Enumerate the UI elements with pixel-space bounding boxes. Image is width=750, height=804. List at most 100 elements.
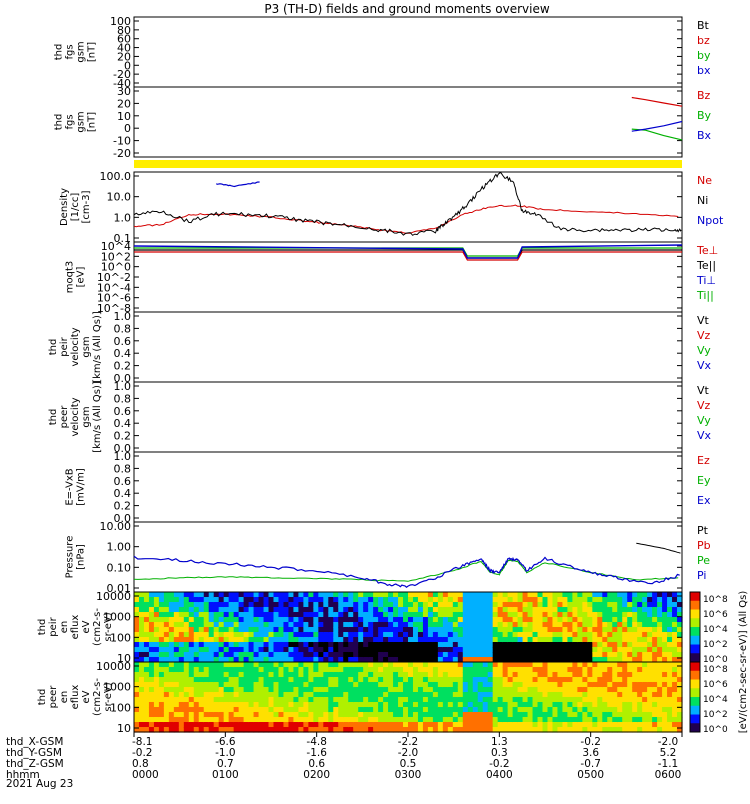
y-tick-label: 100 xyxy=(110,15,131,28)
y-label-line: [nT] xyxy=(87,42,98,62)
ephemeris-value: -1.6 xyxy=(306,747,327,759)
y-tick-label: 0 xyxy=(124,59,131,72)
y-label-line: [km/s (All Qs)] xyxy=(92,311,103,383)
y-label-line: [nT] xyxy=(87,112,98,132)
y-tick-label: 20 xyxy=(117,97,131,110)
y-label-line: velocity xyxy=(70,327,81,366)
y-label-line: [nPa] xyxy=(76,544,87,570)
spectrogram-cells xyxy=(134,662,683,733)
spectrogram-cells xyxy=(134,592,683,663)
panel-y-label: E=-VxB[mV/m] xyxy=(65,468,87,506)
legend-item: Te⊥ xyxy=(696,244,718,257)
panel-legend: Vt Vz Vy Vx xyxy=(697,384,712,442)
y-tick-label: -40 xyxy=(113,77,131,90)
colorbar-label: [eV/(cm2-sec-sr-eV)] (All Qs) xyxy=(738,591,749,734)
panel-y-label: thdpeerenefluxeV(cm2-s-sr-eV) xyxy=(37,678,114,716)
y-label-line: (cm2-s- xyxy=(92,678,103,716)
colorbar-tick-label: 10^0 xyxy=(703,655,728,665)
y-tick-label: 0.4 xyxy=(114,417,132,430)
y-label-line: sr-eV) xyxy=(103,612,114,641)
y-tick-label: 1000 xyxy=(103,611,131,624)
panel-y-label: Density[1/cc][cm-3] xyxy=(59,188,92,226)
legend-item: Ni xyxy=(697,194,708,207)
series-ni xyxy=(133,171,682,236)
y-label-line: moqt3 xyxy=(65,261,76,294)
quality-flag-bar xyxy=(134,160,682,168)
y-label-line: [km/s (All Qs)] xyxy=(92,381,103,453)
legend-item: Ti|| xyxy=(696,289,714,302)
legend-item: Bt xyxy=(697,19,710,32)
legend-item: Pb xyxy=(697,539,711,552)
y-label-line: [cm-3] xyxy=(81,190,92,223)
y-label-line: Density xyxy=(59,188,70,226)
panel-legend: Ez Ey Ex xyxy=(697,454,711,507)
y-label-line: [eV] xyxy=(76,267,87,288)
y-label-line: eflux xyxy=(70,615,81,640)
y-tick-label: 1.0 xyxy=(114,380,132,393)
panel-ion_spec: 10000100010010thdpeirenefluxeV(cm2-s-sr-… xyxy=(37,590,683,665)
y-tick-label: 0.8 xyxy=(114,392,132,405)
y-tick-labels: 100.0 10.0 1.0 0.1 xyxy=(100,170,682,245)
legend-item: Ez xyxy=(697,454,710,467)
series-ne xyxy=(133,204,679,234)
y-label-line: thd xyxy=(54,114,65,131)
y-label-line: thd xyxy=(48,339,59,356)
ephemeris-value: 0.8 xyxy=(132,758,149,770)
y-tick-label: 10 xyxy=(117,652,131,665)
panels-layer: 100806040200-20-40thdfgsgsm[nT]Btbzbybx3… xyxy=(37,15,749,735)
panel-y-label: thdpeirenefluxeV(cm2-s-sr-eV) xyxy=(37,608,114,646)
y-tick-label: -20 xyxy=(113,68,131,81)
ephemeris-value: -2.0 xyxy=(658,736,679,748)
panel-legend: Bt bz by bx xyxy=(697,19,711,77)
y-label-line: (cm2-s- xyxy=(92,608,103,646)
y-tick-labels: 1.00.80.60.40.20.0 xyxy=(114,310,682,385)
y-label-line: eflux xyxy=(70,685,81,710)
y-label-line: sr-eV) xyxy=(103,682,114,711)
y-tick-label: 0.4 xyxy=(114,487,132,500)
ephemeris-value: -2.2 xyxy=(398,736,419,748)
y-tick-label: 1000 xyxy=(103,681,131,694)
panel-y-label: thdpeervelocitygsm[km/s (All Qs)] xyxy=(48,381,103,453)
panel-frame xyxy=(133,311,683,383)
panel-temp: 10^410^210^010^-210^-410^-610^-8 moqt3[eV… xyxy=(65,240,719,315)
y-tick-label: 20 xyxy=(117,50,131,63)
colorbar: 10^8 10^6 10^4 10^2 10^0 xyxy=(689,661,728,735)
legend-item: By xyxy=(697,109,712,122)
date-label: 2021 Aug 23 xyxy=(6,778,73,790)
ephemeris-row-label: thd_Z-GSM xyxy=(6,758,64,770)
colorbar-tick-label: 10^6 xyxy=(703,610,728,620)
series-bx xyxy=(631,120,683,132)
panel-legend: Bz By Bx xyxy=(697,89,712,142)
y-label-line: velocity xyxy=(70,397,81,436)
legend-item: Bz xyxy=(697,89,711,102)
y-label-line: thd xyxy=(54,44,65,61)
y-tick-label: -10 xyxy=(113,135,131,148)
legend-item: Ex xyxy=(697,494,711,507)
panel-legend: Vt Vz Vy Vx xyxy=(697,314,712,372)
y-tick-label: 10^-2 xyxy=(97,271,131,284)
colorbar: 10^8 10^6 10^4 10^2 10^0 xyxy=(689,591,728,665)
y-label-line: thd xyxy=(48,409,59,426)
y-tick-label: 100 xyxy=(110,631,131,644)
y-label-line: Pressure xyxy=(65,536,76,579)
y-tick-label: 0.2 xyxy=(114,430,132,443)
y-label-line: peir xyxy=(48,616,59,636)
panel-frame xyxy=(133,451,683,523)
legend-item: by xyxy=(697,49,711,62)
legend-item: bx xyxy=(697,64,711,77)
ephemeris-row-label: hhmm xyxy=(6,769,40,781)
colorbar-tick-label: 10^8 xyxy=(703,665,728,675)
colorbar-tick-label: 10^8 xyxy=(703,595,728,605)
temperature-series xyxy=(134,251,682,261)
panel-efield: 1.00.80.60.40.20.0 E=-VxB[mV/m] Ez Ey Ex xyxy=(65,450,711,525)
y-tick-label: 1.0 xyxy=(114,310,132,323)
ephemeris-value: 1.3 xyxy=(491,736,508,748)
ephemeris-value: 3.6 xyxy=(582,747,599,759)
ephemeris-value: 0300 xyxy=(395,769,422,781)
y-tick-label: 0.6 xyxy=(114,475,132,488)
legend-item: Ne xyxy=(697,174,712,187)
